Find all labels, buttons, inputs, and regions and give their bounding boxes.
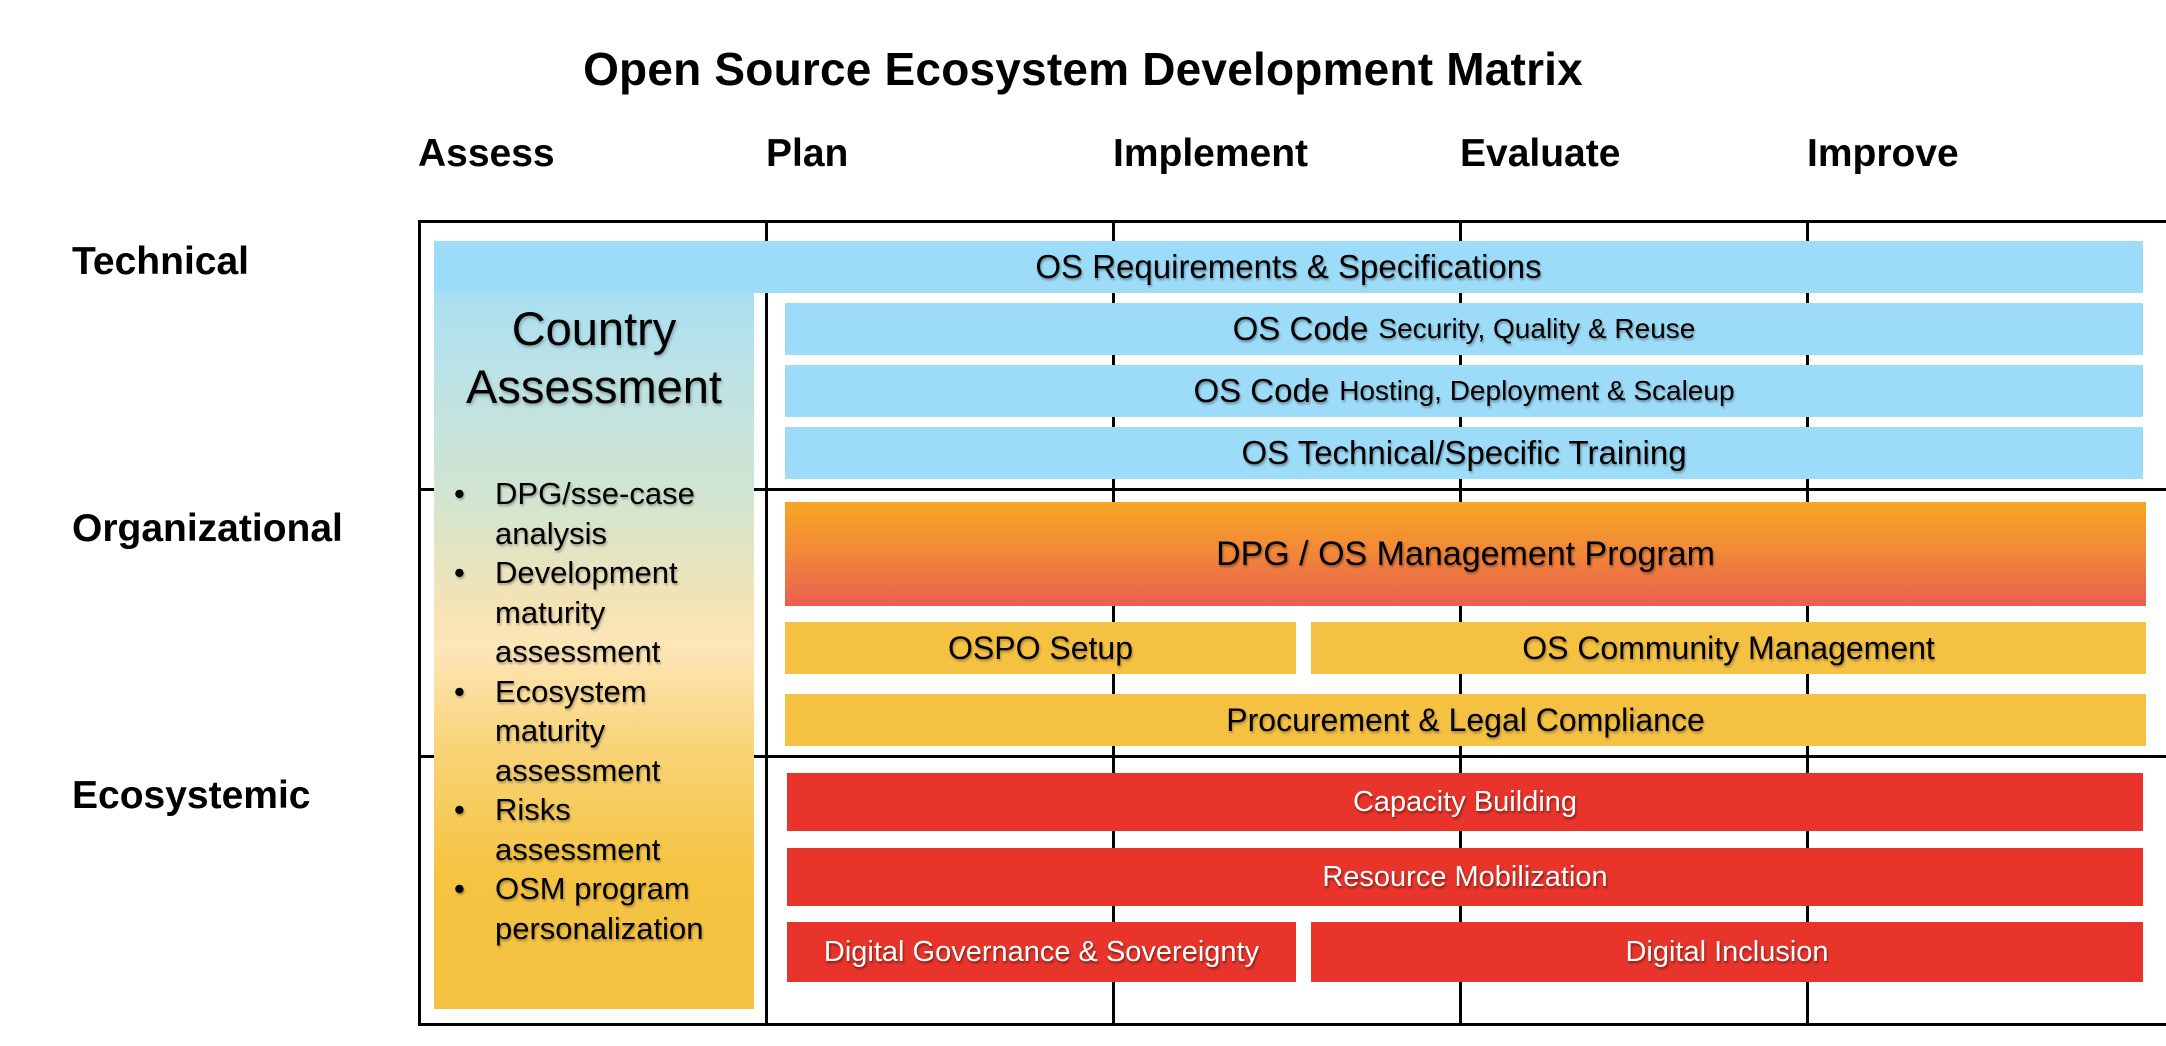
assessment-item-line: Ecosystem — [495, 673, 647, 709]
bar-resource-mobilization: Resource Mobilization — [787, 848, 2143, 906]
bullet-icon: • — [454, 673, 465, 709]
bar-os-code-hosting: OS Code Hosting, Deployment & Scaleup — [785, 365, 2143, 417]
bar-ospo-setup: OSPO Setup — [785, 622, 1296, 674]
bullet-icon: • — [454, 476, 465, 511]
grid-line-plan — [765, 220, 768, 1026]
bullet-icon: • — [454, 792, 465, 827]
bar-management-program: DPG / OS Management Program — [785, 502, 2146, 606]
bar-digital-governance: Digital Governance & Sovereignty — [787, 922, 1296, 982]
row-header-ecosystemic: Ecosystemic — [72, 774, 311, 817]
assessment-list: • DPG/sse-case analysis • Development ma… — [450, 474, 750, 948]
assessment-item-line: analysis — [495, 515, 607, 551]
bar-capacity-building: Capacity Building — [787, 773, 2143, 831]
assessment-item-ecosystem-maturity: • Ecosystem maturity assessment — [450, 672, 750, 791]
bar-os-code-security-suffix: Security, Quality & Reuse — [1378, 313, 1696, 344]
assessment-item-line: Risks — [495, 792, 571, 827]
country-assessment-title: Country Assessment — [434, 300, 754, 416]
bar-digital-governance-label: Digital Governance & Sovereignty — [823, 935, 1260, 968]
country-assessment-title-line1: Country — [511, 302, 677, 355]
bar-resource-mobilization-label: Resource Mobilization — [1322, 860, 1608, 893]
bar-capacity-building-label: Capacity Building — [1352, 785, 1578, 818]
column-header-plan: Plan — [766, 132, 849, 175]
grid-top-border — [418, 220, 2166, 223]
bar-community-management-label: OS Community Management — [1522, 629, 1935, 666]
assessment-item-line: DPG/sse-case — [495, 476, 695, 511]
assessment-item-line: maturity — [495, 713, 606, 748]
column-header-implement: Implement — [1113, 132, 1309, 175]
row-header-organizational: Organizational — [72, 507, 343, 550]
assessment-item-risks: • Risks assessment — [450, 790, 750, 869]
bar-os-code-security-prefix: OS Code — [1232, 310, 1369, 347]
bar-os-requirements: OS Requirements & Specifications — [434, 241, 2143, 293]
assessment-item-line: OSM program — [495, 871, 690, 906]
bar-procurement-legal-label: Procurement & Legal Compliance — [1226, 701, 1705, 738]
bar-procurement-legal: Procurement & Legal Compliance — [785, 694, 2146, 746]
assessment-item-line: maturity — [495, 594, 606, 630]
assessment-item-osm-personalization: • OSM program personalization — [450, 869, 750, 948]
assessment-item-line: assessment — [495, 634, 661, 669]
assessment-item-dpg-case-analysis: • DPG/sse-case analysis — [450, 474, 750, 553]
row-header-technical: Technical — [72, 240, 250, 283]
grid-row-divider-organizational — [418, 488, 2166, 491]
grid-bottom-border — [418, 1023, 2166, 1026]
column-header-evaluate: Evaluate — [1460, 132, 1621, 175]
grid-row-divider-ecosystemic — [418, 755, 2166, 758]
bar-ospo-setup-label: OSPO Setup — [948, 629, 1133, 666]
assessment-item-line: assessment — [495, 831, 661, 867]
bar-management-program-label: DPG / OS Management Program — [1216, 534, 1715, 573]
country-assessment-panel — [434, 241, 754, 1009]
assessment-item-line: assessment — [495, 752, 661, 788]
bar-digital-inclusion-label: Digital Inclusion — [1625, 935, 1829, 968]
assessment-item-development-maturity: • Development maturity assessment — [450, 553, 750, 672]
bullet-icon: • — [454, 871, 465, 906]
bar-os-technical-training-label: OS Technical/Specific Training — [1241, 434, 1687, 471]
bullet-icon: • — [454, 555, 465, 590]
grid-line-assess — [418, 220, 421, 1026]
bar-os-code-security: OS Code Security, Quality & Reuse — [785, 303, 2143, 355]
bar-os-code-hosting-prefix: OS Code — [1193, 372, 1330, 409]
bar-os-requirements-label: OS Requirements & Specifications — [1035, 248, 1542, 285]
assessment-item-line: Development — [495, 555, 678, 590]
bar-community-management: OS Community Management — [1311, 622, 2146, 674]
assessment-item-line: personalization — [495, 910, 704, 946]
bar-os-code-hosting-suffix: Hosting, Deployment & Scaleup — [1339, 375, 1735, 406]
diagram-title: Open Source Ecosystem Development Matrix — [583, 43, 1583, 95]
column-header-improve: Improve — [1807, 132, 1959, 175]
bar-os-technical-training: OS Technical/Specific Training — [785, 427, 2143, 479]
column-header-assess: Assess — [418, 132, 555, 175]
country-assessment-title-line2: Assessment — [466, 360, 722, 413]
bar-digital-inclusion: Digital Inclusion — [1311, 922, 2143, 982]
